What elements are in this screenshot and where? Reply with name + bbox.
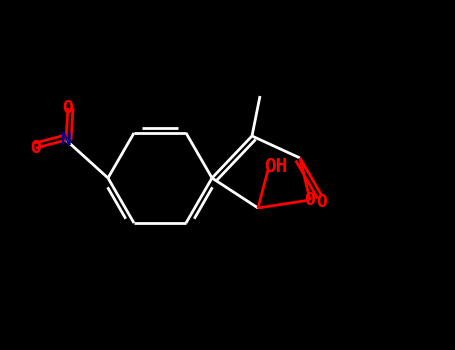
Text: O: O (30, 139, 41, 157)
Text: O: O (304, 191, 315, 209)
Text: OH: OH (264, 156, 288, 175)
Text: O: O (63, 99, 73, 117)
Text: N: N (61, 131, 71, 149)
Text: O: O (317, 193, 328, 211)
